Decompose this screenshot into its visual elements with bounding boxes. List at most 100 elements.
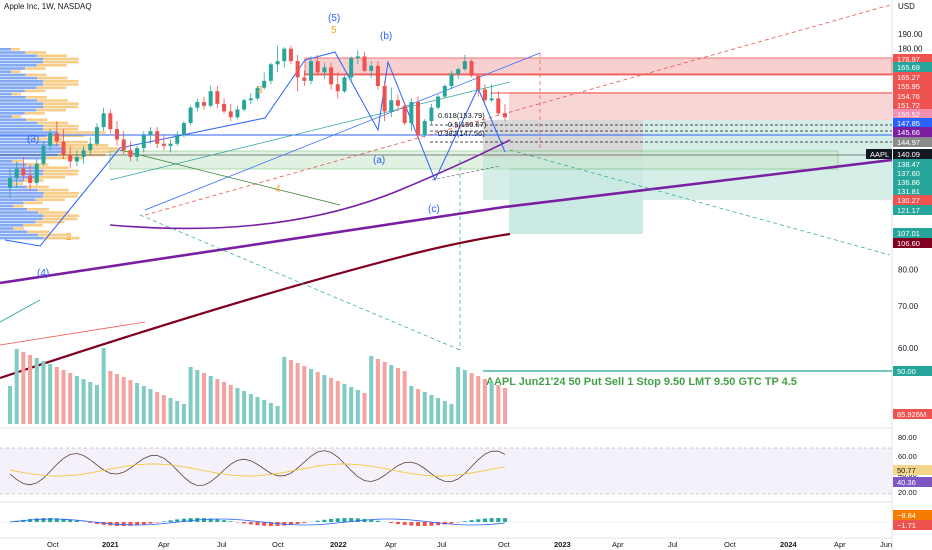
macd-bar (208, 518, 213, 522)
candle-body (48, 133, 53, 146)
volume-bar (442, 401, 447, 424)
candle-body (302, 77, 307, 81)
profile-bar (0, 195, 43, 198)
volume-bar (436, 398, 441, 424)
profile-bar (0, 217, 43, 221)
volume-bar (235, 388, 240, 424)
volume-bar (115, 374, 120, 424)
volume-bar (201, 373, 206, 424)
macd-bar (161, 521, 166, 522)
candle-body (34, 163, 39, 183)
price-tag: 106.60 (893, 238, 932, 248)
profile-bar (0, 64, 37, 67)
time-tick-label: Oct (498, 540, 511, 549)
profile-bar (0, 51, 26, 54)
volume-bar (375, 359, 380, 424)
profile-bar (35, 176, 66, 179)
profile-bar (0, 112, 25, 115)
profile-bar (42, 217, 78, 221)
wave-labels: (5) 5 (b) 3 (3) (a) (c) (4) 4 2 (27, 13, 440, 279)
volume-bar (489, 382, 494, 424)
candle-body (456, 69, 461, 75)
volume-bar (48, 364, 53, 424)
wave-label: (3) (27, 134, 39, 145)
profile-bar (0, 201, 24, 205)
profile-bar (0, 80, 44, 83)
volume-bar (402, 371, 407, 424)
profile-bar (43, 83, 79, 86)
profile-bar (43, 192, 80, 195)
candle-body (375, 65, 380, 86)
candle-body (462, 61, 467, 70)
time-tick-label: Apr (834, 540, 846, 549)
price-tag-value: 106.60 (897, 239, 920, 248)
candle-body (121, 139, 126, 151)
volume-bar (302, 366, 307, 424)
profile-bar (0, 220, 36, 224)
price-tag-value: 150.52 (897, 110, 920, 119)
price-tag-value: 140.09 (897, 150, 920, 159)
macd-bar (295, 522, 300, 525)
candle-body (228, 111, 233, 118)
profile-bar (0, 150, 65, 153)
volume-bar (476, 376, 481, 424)
macd-bar (409, 522, 414, 526)
price-tag-value: 165.27 (897, 73, 920, 82)
profile-bar (12, 204, 24, 208)
candle-body (68, 154, 73, 162)
volume-bar (215, 379, 220, 424)
level-lines (0, 73, 892, 372)
volume-bar (21, 352, 26, 424)
macd-bar (322, 519, 327, 522)
wave-label: (4) (37, 268, 49, 279)
price-tag-value: 130.27 (897, 196, 920, 205)
candle-body (155, 131, 160, 144)
price-tick-label: 70.00 (898, 302, 919, 311)
profile-bar (11, 48, 20, 51)
macd-bar (395, 522, 400, 525)
profile-bar (0, 73, 26, 77)
volume-bar (389, 365, 394, 424)
macd-tag (893, 520, 932, 530)
macd-bar (128, 522, 133, 526)
volume-bar (61, 370, 66, 424)
volume-bar (496, 385, 501, 424)
candle-body (262, 80, 267, 88)
profile-bar (37, 99, 68, 102)
wave-label: (5) (328, 13, 340, 24)
macd-bar (94, 522, 99, 524)
macd-bar (201, 518, 206, 522)
candle-body (362, 56, 367, 71)
candle-body (309, 61, 314, 81)
macd-bar (282, 522, 287, 526)
volume-bar (382, 362, 387, 424)
profile-bar (0, 115, 12, 118)
profile-bar (0, 92, 12, 96)
price-tag-value: 137.60 (897, 169, 920, 178)
profile-bar (0, 137, 35, 141)
wave-label: 5 (331, 25, 337, 36)
macd-bar (496, 518, 501, 522)
profile-bar (13, 227, 25, 230)
profile-bar (12, 160, 23, 163)
macd-bar (222, 520, 227, 522)
macd-bar (121, 522, 126, 526)
time-tick-label: Jul (217, 540, 227, 549)
macd-bar (349, 518, 354, 522)
candle-body (469, 61, 474, 76)
resistance-zone (304, 57, 893, 76)
profile-bar (23, 224, 43, 227)
macd-bar (88, 522, 93, 523)
macd-bar (389, 522, 394, 523)
profile-bar (42, 195, 78, 198)
profile-bar (35, 198, 65, 201)
profile-bar (0, 236, 44, 240)
volume-bar (355, 390, 360, 424)
candle-body (14, 168, 19, 178)
profile-bar (26, 118, 48, 121)
rsi-tick-label: 60.00 (898, 452, 917, 461)
candle-body (315, 61, 320, 73)
order-text: AAPL Jun21'24 50 Put Sell 1 Stop 9.50 LM… (486, 376, 797, 388)
wave-path (4, 51, 506, 247)
